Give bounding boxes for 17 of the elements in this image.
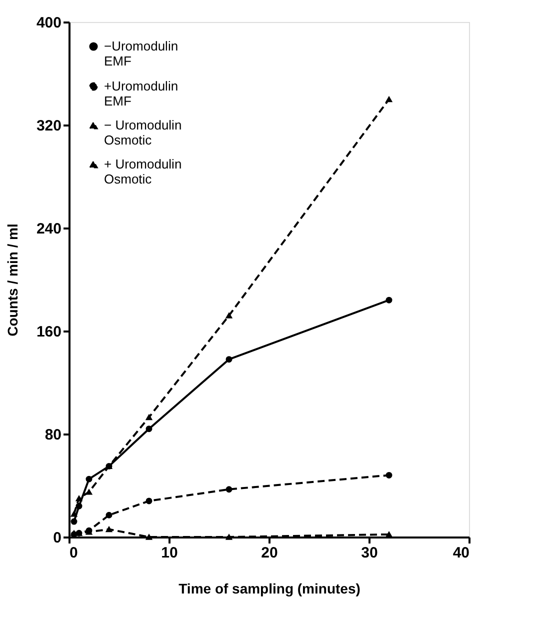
y-tick-label: 240 [36, 220, 62, 238]
y-tick-label: 400 [36, 14, 62, 32]
legend-label: −Uromodulin EMF [104, 38, 178, 68]
x-axis-title: Time of sampling (minutes) [178, 580, 360, 596]
x-tick-label: 0 [70, 544, 78, 562]
x-tick-label: 20 [261, 544, 278, 562]
y-tick-label: 80 [44, 426, 62, 444]
x-tick-label: 10 [161, 544, 178, 562]
y-axis-title: Counts / min / ml [4, 224, 20, 336]
legend-label: − Uromodulin Osmotic [104, 118, 182, 148]
legend-label: + Uromodulin Osmotic [104, 156, 182, 186]
x-tick-label: 40 [452, 544, 470, 562]
y-tick-label: 0 [53, 530, 62, 546]
y-tick-label: 320 [36, 118, 62, 134]
y-tick-label: 160 [36, 324, 62, 340]
x-tick-label: 30 [361, 544, 378, 562]
legend-label: +Uromodulin EMF [104, 78, 178, 108]
